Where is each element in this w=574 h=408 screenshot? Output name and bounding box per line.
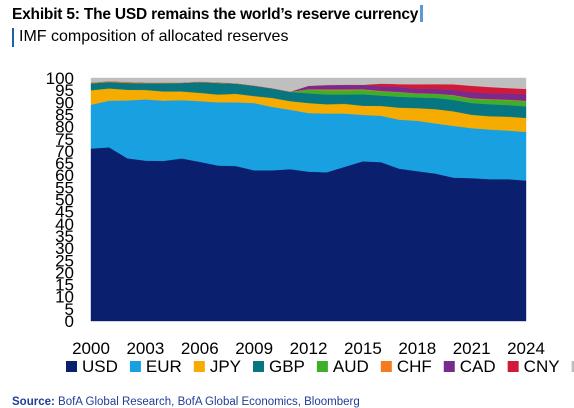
legend-label-eur: EUR [146, 357, 182, 376]
y-tick-label: 85 [55, 105, 74, 124]
legend-swatch-usd [66, 361, 77, 372]
legend-label-jpy: JPY [210, 357, 241, 376]
x-tick-label: 2000 [72, 339, 110, 358]
plot-area [90, 77, 527, 322]
x-tick-label: 2012 [290, 339, 328, 358]
legend-label-chf: CHF [397, 357, 432, 376]
subtitle-accent-bar [12, 28, 14, 47]
legend: USDEURJPYGBPAUDCHFCADCNYOther [66, 357, 574, 376]
chart-subtitle: IMF composition of allocated reserves [19, 28, 289, 45]
x-tick-label: 2003 [126, 339, 164, 358]
y-tick-label: 90 [55, 93, 74, 112]
legend-swatch-jpy [193, 361, 205, 372]
legend-swatch-cad [443, 361, 455, 372]
y-tick-label: 20 [55, 263, 74, 282]
title-accent-mark [420, 5, 424, 22]
y-tick-label: 75 [55, 130, 74, 149]
legend-label-cny: CNY [524, 357, 560, 376]
legend-swatch-eur [129, 361, 141, 372]
x-tick-label: 2009 [235, 339, 273, 358]
y-tick-label: 35 [55, 227, 74, 246]
y-tick-label: 65 [55, 154, 74, 173]
source-note: Source: BofA Global Research, BofA Globa… [12, 396, 360, 408]
y-tick-label: 5 [65, 300, 74, 319]
legend-swatch-aud [316, 361, 328, 372]
y-tick-label: 60 [55, 166, 74, 185]
y-tick-label: 0 [65, 312, 74, 331]
area-other [90, 77, 527, 92]
x-axis: 2000 2003 2006 2009 2012 2015 2018 2021 2024 [72, 339, 545, 358]
x-tick-label: 2006 [181, 339, 219, 358]
y-tick-label: 50 [55, 191, 74, 210]
y-tick-label: 15 [55, 276, 74, 295]
y-tick-label: 10 [55, 288, 74, 307]
legend-label-gbp: GBP [269, 357, 305, 376]
x-tick-label: 2021 [453, 339, 491, 358]
y-tick-label: 30 [55, 239, 74, 258]
y-tick-label: 95 [55, 81, 74, 100]
x-tick-label: 2024 [507, 339, 545, 358]
y-tick-label: 40 [55, 215, 74, 234]
legend-label-aud: AUD [333, 357, 369, 376]
y-tick-label: 100 [46, 69, 74, 88]
y-tick-label: 80 [55, 118, 74, 137]
legend-label-usd: USD [82, 357, 118, 376]
legend-swatch-chf [380, 361, 392, 372]
y-tick-label: 25 [55, 251, 74, 270]
legend-swatch-other [571, 361, 574, 372]
y-tick-label: 70 [55, 142, 74, 161]
legend-swatch-gbp [253, 361, 264, 372]
y-axis: 0510152025303540455055606570758085909510… [46, 69, 74, 331]
x-tick-label: 2018 [398, 339, 436, 358]
legend-label-cad: CAD [460, 357, 496, 376]
chart-title: Exhibit 5: The USD remains the world’s r… [12, 5, 424, 24]
x-tick-label: 2015 [344, 339, 382, 358]
y-tick-label: 55 [55, 178, 74, 197]
y-tick-label: 45 [55, 203, 74, 222]
legend-swatch-cny [507, 361, 519, 372]
